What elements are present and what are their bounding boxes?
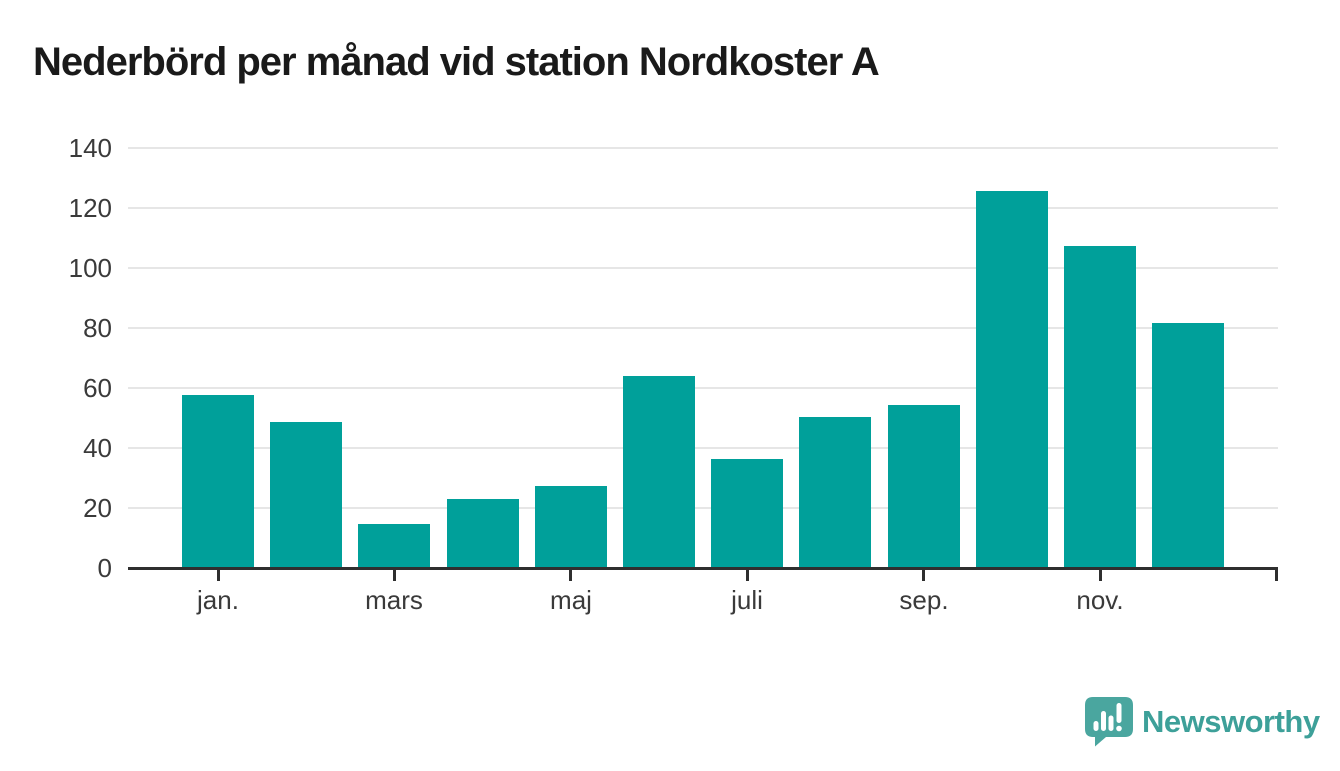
y-tick-label: 80 [83, 313, 112, 343]
bar-okt. [976, 191, 1048, 568]
x-tick-maj [569, 567, 572, 581]
bar-juli [711, 459, 783, 568]
x-tick-label: jan. [197, 585, 239, 615]
bar-juni [623, 376, 695, 568]
bar-apr. [447, 499, 519, 568]
newsworthy-branding: Newsworthy [1085, 697, 1320, 747]
y-tick-label: 20 [83, 493, 112, 523]
gridline-y-40 [128, 447, 1278, 449]
gridline-y-100 [128, 267, 1278, 269]
bar-dec. [1152, 323, 1224, 568]
bar-mars [358, 524, 430, 568]
x-tick-label: sep. [899, 585, 949, 615]
x-tick-jan. [217, 567, 220, 581]
bar-maj [535, 486, 607, 568]
gridline-y-80 [128, 327, 1278, 329]
newsworthy-logo-icon [1085, 697, 1133, 747]
bar-nov. [1064, 246, 1136, 568]
x-tick-mars [393, 567, 396, 581]
y-tick-label: 100 [68, 253, 112, 283]
gridline-y-20 [128, 507, 1278, 509]
x-axis-line [128, 567, 1278, 570]
bar-jan. [182, 395, 254, 568]
x-tick-label: maj [550, 585, 592, 615]
x-tick-juli [746, 567, 749, 581]
bar-chart-exclamation-glyph [1093, 703, 1122, 732]
y-tick-label: 60 [83, 373, 112, 403]
gridline-y-60 [128, 387, 1278, 389]
x-tick-nov. [1099, 567, 1102, 581]
x-axis-end-tick [1275, 567, 1278, 581]
newsworthy-logo-text: Newsworthy [1142, 704, 1320, 739]
y-tick-label: 140 [68, 133, 112, 163]
x-tick-label: mars [365, 585, 423, 615]
bar-sep. [888, 405, 960, 568]
bar-feb. [270, 422, 342, 568]
gridline-y-140 [128, 147, 1278, 149]
x-tick-label: juli [731, 585, 763, 615]
y-tick-label: 0 [97, 553, 112, 583]
chart-title: Nederbörd per månad vid station Nordkost… [33, 40, 880, 84]
x-tick-sep. [922, 567, 925, 581]
bar-aug. [799, 417, 871, 568]
y-tick-label: 40 [83, 433, 112, 463]
gridline-y-120 [128, 207, 1278, 209]
x-tick-label: nov. [1076, 585, 1124, 615]
y-tick-label: 120 [68, 193, 112, 223]
